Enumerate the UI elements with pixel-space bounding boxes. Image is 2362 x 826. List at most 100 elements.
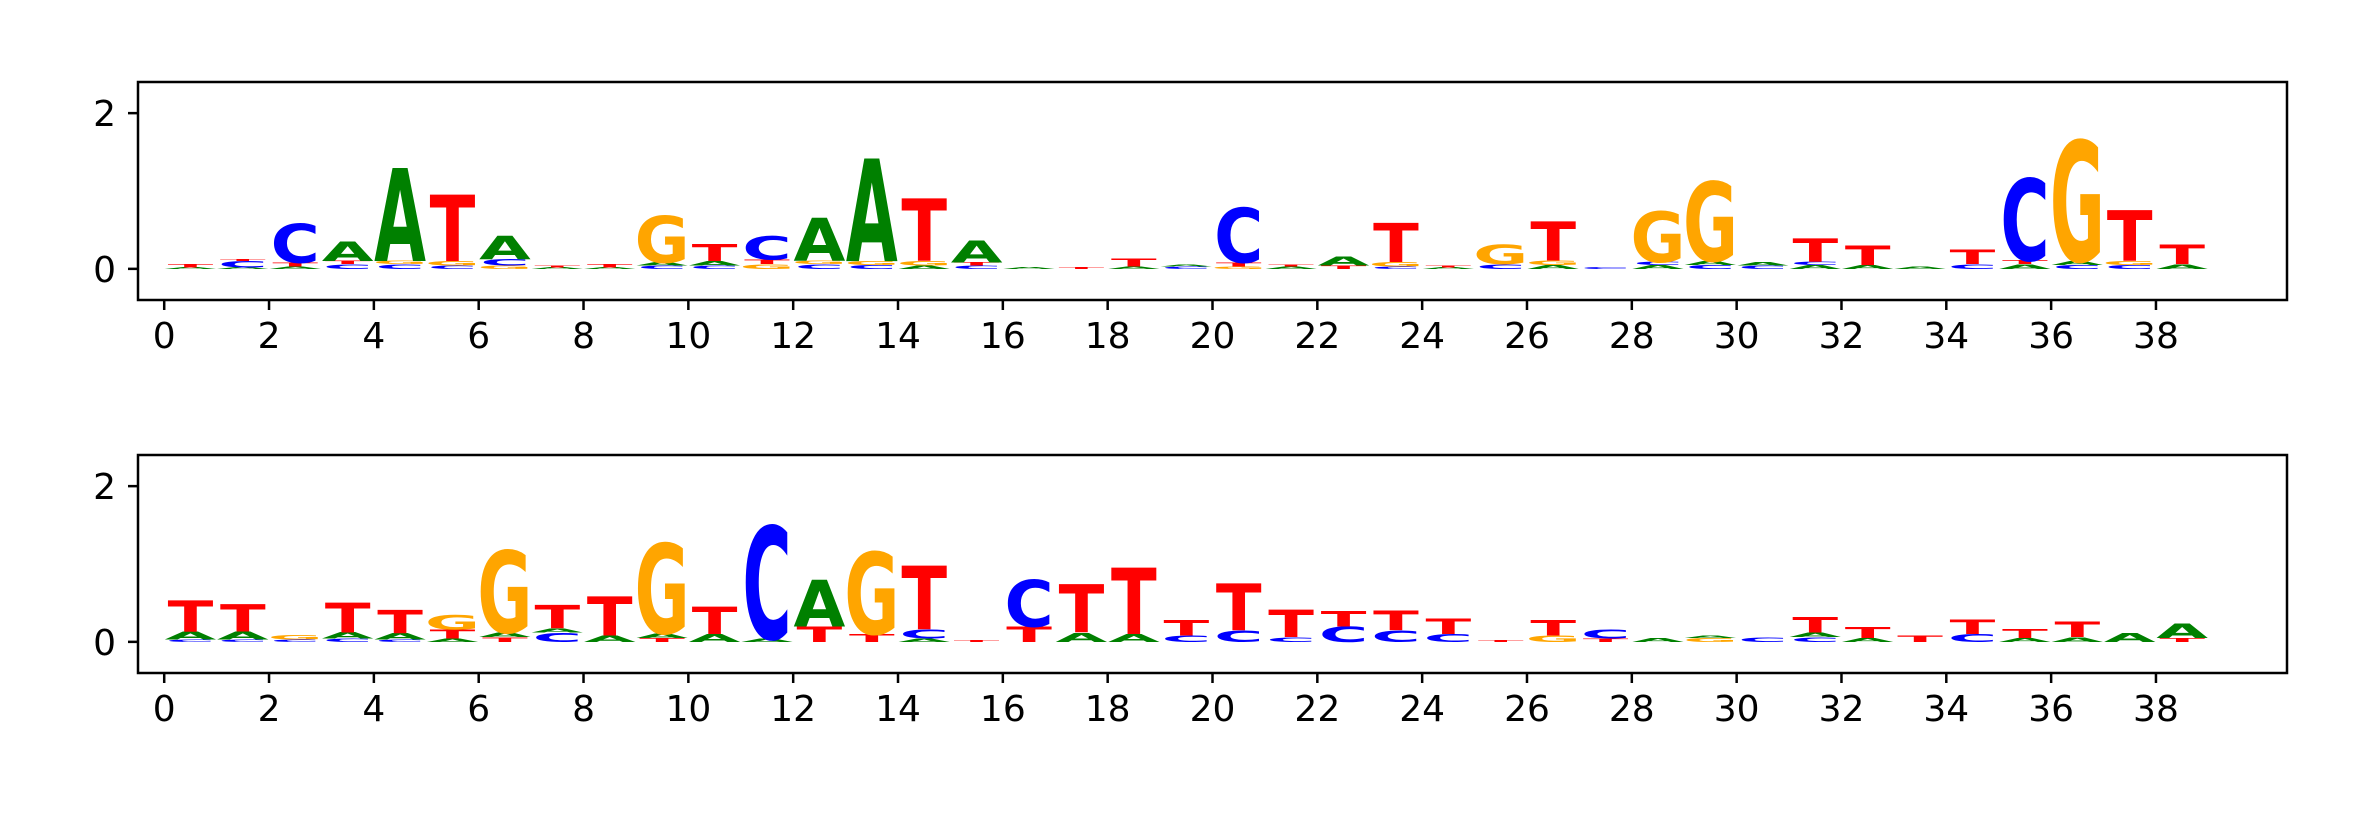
logo-letter-G-pos25: G <box>1473 240 1528 271</box>
logo-letter-T-pos5: T <box>430 177 476 283</box>
logo-letter-C-pos10: C <box>690 265 739 270</box>
logo-letter-T-pos21: T <box>1268 603 1314 646</box>
logo-letter-G-pos5: G <box>425 260 480 267</box>
x-tick-label: 6 <box>467 689 490 730</box>
logo-letter-C-pos5: C <box>428 265 477 270</box>
logo-letter-G-pos26: G <box>1526 259 1581 266</box>
logo-letter-T-pos33: T <box>1897 634 1943 644</box>
x-tick-label: 18 <box>1085 689 1131 730</box>
logo-letter-T-pos2: T <box>272 262 319 268</box>
x-tick-label: 0 <box>153 689 176 730</box>
logo-letter-T-pos20: T <box>1216 262 1263 268</box>
logo-letter-A-pos6: A <box>479 230 531 267</box>
logo-letter-T-pos34: T <box>1950 616 1996 639</box>
x-tick-label: 4 <box>362 689 385 730</box>
logo-letter-C-pos4: C <box>375 639 424 643</box>
logo-letter-T-pos36: T <box>2054 617 2100 642</box>
x-tick-label: 32 <box>1819 316 1865 357</box>
logo-letter-G-pos13: G <box>844 530 899 661</box>
logo-letter-C-pos36: C <box>2053 264 2102 270</box>
logo-letter-A-pos22: A <box>1318 254 1371 269</box>
y-tick-label: 2 <box>93 94 116 135</box>
logo-letter-A-pos10: A <box>689 632 741 644</box>
x-tick-label: 26 <box>1504 689 1550 730</box>
logo-letter-G-pos2: G <box>268 634 323 641</box>
logo-letter-A-pos14: A <box>898 265 950 270</box>
logo-letter-T-pos0: T <box>168 263 215 268</box>
logo-letter-T-pos32: T <box>1845 241 1891 272</box>
logo-letter-C-pos37: C <box>2105 264 2154 270</box>
logo-letter-T-pos4: T <box>377 604 423 641</box>
logo-letter-C-pos1: C <box>218 639 267 643</box>
logo-letter-G-pos37: G <box>2102 260 2157 266</box>
logo-letter-C-pos28: C <box>1633 261 1682 266</box>
logo-letter-G-pos20: G <box>1211 266 1266 270</box>
logo-letter-A-pos31: A <box>1789 631 1841 638</box>
logo-letter-T-pos14: T <box>901 550 947 651</box>
logo-letter-C-pos27: C <box>1581 267 1630 269</box>
x-tick-label: 18 <box>1085 316 1131 357</box>
logo-letter-A-pos18: A <box>1108 266 1160 270</box>
logo-letter-A-pos18: A <box>1108 632 1160 644</box>
logo-letter-C-pos27: C <box>1581 627 1630 642</box>
logo-letter-T-pos22: T <box>1321 265 1368 270</box>
x-tick-label: 6 <box>467 316 490 357</box>
logo-letter-A-pos32: A <box>1842 637 1894 643</box>
logo-letter-A-pos21: A <box>1265 266 1317 270</box>
logo-letter-G-pos6: G <box>477 265 532 270</box>
logo-letter-A-pos35: A <box>1999 637 2051 643</box>
logo-letter-C-pos20: C <box>1214 193 1263 280</box>
x-tick-label: 12 <box>770 689 816 730</box>
logo-letter-C-pos19: C <box>1162 266 1211 270</box>
logo-letter-G-pos29: G <box>1683 161 1738 287</box>
logo-letter-C-pos24: C <box>1424 632 1473 644</box>
x-tick-label: 14 <box>875 316 921 357</box>
logo-letter-T-pos27: T <box>1583 638 1630 643</box>
x-tick-label: 22 <box>1294 316 1340 357</box>
logo-letter-A-pos1: A <box>217 630 269 642</box>
logo-letter-T-pos31: T <box>1792 613 1838 638</box>
x-tick-label: 10 <box>665 689 711 730</box>
logo-letter-G-pos12: G <box>792 260 847 265</box>
logo-letter-A-pos9: A <box>636 632 688 639</box>
logo-letter-G-pos9: G <box>635 520 690 663</box>
logo-letter-T-pos21: T <box>1268 265 1315 267</box>
x-tick-label: 12 <box>770 316 816 357</box>
logo-letter-A-pos13: A <box>846 131 898 294</box>
logo-letter-T-pos10: T <box>692 600 738 643</box>
logo-letter-A-pos30: A <box>1737 262 1789 267</box>
logo-letter-C-pos11: C <box>742 496 791 676</box>
logo-letter-A-pos3: A <box>322 631 374 641</box>
logo-letter-T-pos14: T <box>901 183 947 282</box>
logo-letter-T-pos26: T <box>1530 616 1576 641</box>
logo-letter-T-pos20: T <box>1216 572 1262 646</box>
logo-letter-C-pos29: C <box>1686 264 1735 270</box>
logo-letter-C-pos0: C <box>166 639 215 643</box>
x-tick-label: 28 <box>1609 689 1655 730</box>
logo-letter-C-pos4: C <box>376 263 425 270</box>
logo-letter-A-pos7: A <box>531 628 583 634</box>
logo-letter-T-pos26: T <box>1530 212 1576 274</box>
logo-letter-A-pos36: A <box>2051 260 2103 266</box>
logo-letter-T-pos9: T <box>639 637 686 643</box>
logo-letter-A-pos17: A <box>1056 630 1109 645</box>
logo-letter-C-pos9: C <box>638 265 687 270</box>
x-tick-label: 26 <box>1504 316 1550 357</box>
logo-letter-T-pos17: T <box>1059 267 1106 269</box>
logo-letter-T-pos19: T <box>1163 616 1209 641</box>
logo-letter-C-pos16: C <box>1004 568 1053 642</box>
logo-letter-A-pos37: A <box>2104 630 2157 645</box>
logo-letter-C-pos25: C <box>1476 263 1525 270</box>
logo-letter-C-pos30: C <box>1738 636 1787 643</box>
logo-letter-T-pos11: T <box>744 258 790 265</box>
x-tick-label: 2 <box>258 689 281 730</box>
logo-letter-A-pos14: A <box>898 638 950 643</box>
logo-letter-C-pos12: C <box>795 263 844 270</box>
logo-letter-C-pos7: C <box>533 630 582 645</box>
logo-letter-C-pos6: C <box>480 258 529 268</box>
logo-letter-G-pos5: G <box>425 611 480 634</box>
logo-letter-C-pos22: C <box>1319 622 1368 647</box>
logo-letter-A-pos38: A <box>2156 263 2208 270</box>
x-tick-label: 34 <box>1923 316 1969 357</box>
